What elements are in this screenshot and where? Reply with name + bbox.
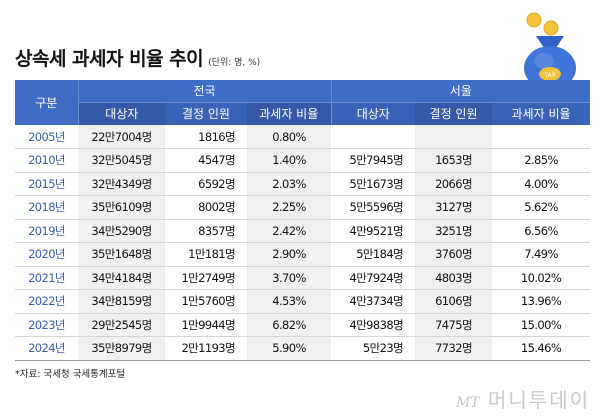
cell-nat-decided: 2만1193명 xyxy=(165,336,247,361)
cell-seoul-ratio: 4.00% xyxy=(492,172,591,196)
cell-nat-target: 34만4184명 xyxy=(78,266,165,290)
moneytoday-logo: MT 머니투데이 xyxy=(456,384,590,413)
table-row: 2019년 34만5290명 8357명 2.42% 4만9521명 3251명 6.56% xyxy=(15,219,591,243)
header-seoul-ratio: 과세자 비율 xyxy=(492,101,591,125)
cell-seoul-decided xyxy=(415,125,493,149)
cell-seoul-target: 4만7924명 xyxy=(331,266,416,290)
cell-year: 2005년 xyxy=(15,125,78,149)
table-row: 2015년 32만4349명 6592명 2.03% 5만1673명 2066명 4.00% xyxy=(15,172,591,196)
table-row: 2020년 35만1648명 1만181명 2.90% 5만184명 3760명 7.49% xyxy=(15,242,591,267)
cell-year: 2024년 xyxy=(15,336,78,361)
cell-seoul-target: 4만9521명 xyxy=(331,219,416,243)
chart-title-block: 상속세 과세자 비율 추이 (단위: 명, %) xyxy=(15,44,260,71)
cell-year: 2023년 xyxy=(15,313,78,337)
header-seoul-target: 대상자 xyxy=(330,101,416,125)
cell-nat-ratio: 2.25% xyxy=(247,195,332,220)
table-row: 2021년 34만4184명 1만2749명 3.70% 4만7924명 4803명 10.… xyxy=(15,266,591,290)
cell-year: 2019년 xyxy=(15,219,78,243)
chart-title: 상속세 과세자 비율 추이 xyxy=(15,48,204,70)
table-row: 2024년 35만8979명 2만1193명 5.90% 5만23명 7732명 15.46… xyxy=(15,336,591,361)
cell-seoul-decided: 3251명 xyxy=(415,219,493,243)
cell-nat-ratio: 2.42% xyxy=(247,219,332,243)
cell-nat-ratio: 0.80% xyxy=(247,125,332,149)
cell-nat-ratio: 3.70% xyxy=(247,266,332,290)
source-note: *자료: 국세청 국세통계포털 xyxy=(15,369,126,380)
cell-nat-decided: 4547명 xyxy=(165,148,247,173)
cell-seoul-target: 4만9838명 xyxy=(331,313,416,337)
cell-seoul-target: 5만1673명 xyxy=(331,172,416,196)
cell-nat-target: 22만7004명 xyxy=(78,125,165,149)
cell-seoul-ratio: 2.85% xyxy=(492,148,591,173)
inheritance-tax-table: 구분 전국 서울 대상자 결정 인원 과세자 비율 대상자 결정 인원 과세자 … xyxy=(15,80,591,361)
header-nat-decided: 결정 인원 xyxy=(165,101,247,125)
cell-nat-target: 35만6109명 xyxy=(78,195,165,220)
cell-seoul-ratio: 13.96% xyxy=(492,289,591,314)
cell-nat-ratio: 5.90% xyxy=(247,336,332,361)
cell-nat-target: 35만1648명 xyxy=(78,242,165,267)
cell-seoul-target: 5만7945명 xyxy=(331,148,416,173)
cell-seoul-ratio: 10.02% xyxy=(492,266,591,290)
cell-nat-decided: 1816명 xyxy=(165,125,247,149)
cell-seoul-ratio: 5.62% xyxy=(492,195,591,220)
table-row: 2010년 32만5045명 4547명 1.40% 5만7945명 1653명 2.85% xyxy=(15,148,591,173)
table-row: 2018년 35만6109명 8002명 2.25% 5만5596명 3127명 5.62% xyxy=(15,195,591,220)
cell-nat-decided: 1만181명 xyxy=(165,242,247,267)
cell-nat-target: 34만5290명 xyxy=(78,219,165,243)
cell-seoul-target xyxy=(331,125,416,149)
cell-seoul-decided: 3127명 xyxy=(415,195,493,220)
cell-nat-target: 32만4349명 xyxy=(78,172,165,196)
cell-seoul-target: 4만3734명 xyxy=(331,289,416,314)
cell-nat-decided: 6592명 xyxy=(165,172,247,196)
svg-text:TAX: TAX xyxy=(543,72,555,79)
cell-year: 2022년 xyxy=(15,289,78,314)
cell-nat-target: 35만8979명 xyxy=(78,336,165,361)
header-group-seoul: 서울 xyxy=(330,80,591,102)
header-seoul-decided: 결정 인원 xyxy=(415,101,493,125)
header-group-national: 전국 xyxy=(77,80,332,102)
cell-seoul-decided: 6106명 xyxy=(415,289,493,314)
table-row: 2022년 34만8159명 1만5760명 4.53% 4만3734명 6106명 13.… xyxy=(15,289,591,314)
cell-seoul-decided: 7732명 xyxy=(415,336,493,361)
table-row: 2005년 22만7004명 1816명 0.80% xyxy=(15,125,591,149)
tax-money-bag-icon: TAX xyxy=(524,12,576,90)
cell-seoul-ratio: 7.49% xyxy=(492,242,591,267)
logo-mt: MT xyxy=(455,395,480,411)
cell-year: 2020년 xyxy=(15,242,78,267)
cell-seoul-decided: 7475명 xyxy=(415,313,493,337)
cell-nat-ratio: 2.90% xyxy=(247,242,332,267)
cell-nat-decided: 8357명 xyxy=(165,219,247,243)
cell-seoul-ratio: 15.00% xyxy=(492,313,591,337)
cell-seoul-ratio xyxy=(492,125,591,149)
logo-text: 머니투데이 xyxy=(488,388,590,412)
cell-nat-decided: 8002명 xyxy=(165,195,247,220)
cell-nat-ratio: 4.53% xyxy=(247,289,332,314)
cell-seoul-target: 5만184명 xyxy=(331,242,416,267)
cell-seoul-ratio: 15.46% xyxy=(492,336,591,361)
cell-seoul-target: 5만5596명 xyxy=(331,195,416,220)
cell-year: 2010년 xyxy=(15,148,78,173)
cell-nat-ratio: 2.03% xyxy=(247,172,332,196)
cell-year: 2015년 xyxy=(15,172,78,196)
cell-seoul-decided: 1653명 xyxy=(415,148,493,173)
cell-seoul-decided: 4803명 xyxy=(415,266,493,290)
cell-nat-target: 32만5045명 xyxy=(78,148,165,173)
header-gubun: 구분 xyxy=(15,80,79,125)
cell-nat-target: 29만2545명 xyxy=(78,313,165,337)
header-nat-target: 대상자 xyxy=(78,101,165,125)
cell-year: 2018년 xyxy=(15,195,78,220)
cell-nat-decided: 1만2749명 xyxy=(165,266,247,290)
cell-seoul-decided: 3760명 xyxy=(415,242,493,267)
cell-nat-decided: 1만9944명 xyxy=(165,313,247,337)
cell-seoul-decided: 2066명 xyxy=(415,172,493,196)
unit-label: (단위: 명, %) xyxy=(208,58,261,68)
cell-seoul-ratio: 6.56% xyxy=(492,219,591,243)
header-nat-ratio: 과세자 비율 xyxy=(247,101,332,125)
cell-nat-target: 34만8159명 xyxy=(78,289,165,314)
cell-nat-decided: 1만5760명 xyxy=(165,289,247,314)
cell-nat-ratio: 6.82% xyxy=(247,313,332,337)
cell-year: 2021년 xyxy=(15,266,78,290)
table-row: 2023년 29만2545명 1만9944명 6.82% 4만9838명 7475명 15.… xyxy=(15,313,591,337)
cell-nat-ratio: 1.40% xyxy=(247,148,332,173)
cell-seoul-target: 5만23명 xyxy=(331,336,416,361)
